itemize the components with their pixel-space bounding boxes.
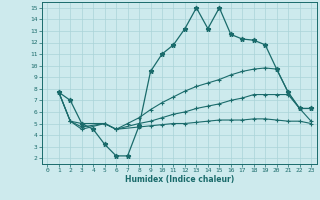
X-axis label: Humidex (Indice chaleur): Humidex (Indice chaleur) [124,175,234,184]
